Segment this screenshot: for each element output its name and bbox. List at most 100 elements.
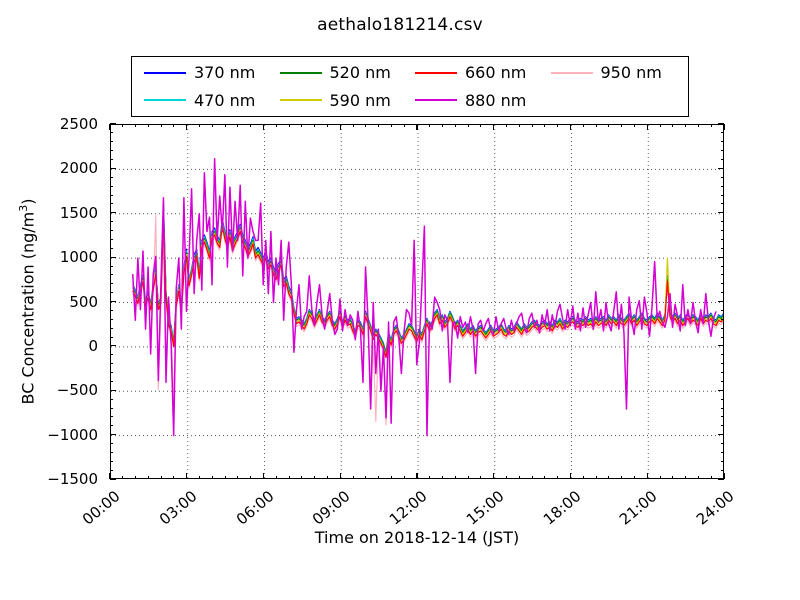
series-line-950-nm (132, 214, 723, 426)
x-minor-tick-mark (326, 476, 328, 479)
y-tick-mark (718, 212, 724, 214)
x-tick-mark (262, 124, 265, 130)
chart-title: aethalo181214.csv (317, 15, 483, 35)
y-minor-tick-mark (721, 150, 724, 152)
x-minor-tick-mark (160, 476, 162, 479)
y-minor-tick-mark (110, 425, 113, 427)
y-minor-tick-mark (721, 203, 724, 205)
x-minor-tick-mark (147, 476, 149, 479)
x-minor-tick-mark (454, 476, 456, 479)
legend-line-swatch-icon (279, 71, 322, 74)
y-minor-tick-mark (721, 238, 724, 240)
x-minor-tick-mark (122, 124, 124, 127)
y-minor-tick-mark (110, 336, 113, 338)
legend-line-swatch-icon (144, 99, 186, 102)
y-minor-tick-mark (721, 469, 724, 471)
x-minor-tick-mark (672, 476, 674, 479)
x-minor-tick-mark (211, 476, 213, 479)
y-minor-tick-mark (721, 336, 724, 338)
x-minor-tick-mark (531, 476, 533, 479)
y-minor-tick-mark (110, 416, 113, 418)
y-minor-tick-mark (110, 159, 113, 160)
x-tick-mark (339, 124, 341, 130)
y-minor-tick-mark (110, 141, 113, 143)
legend-line-swatch-icon (279, 99, 322, 102)
y-minor-tick-mark (110, 372, 113, 373)
y-tick-mark (718, 167, 724, 169)
legend-item-590-nm[interactable]: 590 nm (276, 91, 412, 110)
x-minor-tick-mark (531, 124, 533, 127)
x-tick-mark (186, 124, 188, 130)
x-tick-mark (339, 473, 341, 479)
y-minor-tick-mark (110, 354, 113, 356)
y-minor-tick-mark (110, 194, 113, 196)
x-minor-tick-mark (390, 476, 392, 479)
legend-line-swatch-icon (415, 71, 457, 74)
x-minor-tick-mark (173, 476, 175, 479)
x-minor-tick-mark (365, 476, 367, 479)
y-minor-tick-mark (110, 203, 113, 205)
y-tick-mark (718, 123, 724, 125)
gridlines (111, 125, 723, 478)
legend-item-520-nm[interactable]: 520 nm (276, 63, 412, 82)
x-tick-mark (186, 473, 188, 479)
series-line-660-nm (132, 214, 723, 359)
x-minor-tick-mark (378, 476, 380, 479)
y-minor-tick-mark (721, 221, 724, 223)
x-tick-mark (262, 473, 265, 479)
y-minor-tick-mark (110, 292, 113, 294)
x-minor-tick-mark (467, 124, 469, 127)
y-tick-label: 2500 (59, 115, 98, 133)
x-minor-tick-mark (237, 124, 239, 127)
legend-item-370-nm[interactable]: 370 nm (140, 63, 276, 82)
series-svg (111, 125, 723, 478)
legend-item-880-nm[interactable]: 880 nm (411, 91, 547, 110)
x-minor-tick-mark (199, 476, 201, 479)
y-minor-tick-mark (721, 159, 724, 160)
x-minor-tick-mark (685, 476, 687, 479)
y-minor-tick-mark (721, 292, 724, 294)
x-minor-tick-mark (403, 124, 405, 127)
y-tick-mark (110, 389, 116, 391)
x-minor-tick-mark (557, 476, 559, 479)
x-minor-tick-mark (544, 476, 546, 479)
x-minor-tick-mark (365, 124, 367, 127)
legend-item-660-nm[interactable]: 660 nm (411, 63, 547, 82)
x-minor-tick-mark (518, 124, 520, 127)
y-tick-label: 0 (88, 336, 98, 355)
legend-item-470-nm[interactable]: 470 nm (140, 91, 276, 110)
x-minor-tick-mark (659, 124, 661, 127)
x-minor-tick-mark (390, 124, 392, 127)
x-minor-tick-mark (429, 476, 431, 479)
x-minor-tick-mark (608, 476, 610, 479)
x-minor-tick-mark (314, 476, 316, 479)
x-minor-tick-mark (480, 124, 482, 127)
x-tick-mark (109, 473, 111, 479)
y-minor-tick-mark (721, 416, 724, 418)
x-minor-tick-mark (275, 476, 277, 479)
y-tick-label: 1000 (59, 248, 98, 267)
y-minor-tick-mark (721, 132, 724, 134)
legend: 370 nm 520 nm 660 nm 950 nm 470 nm 590 nm 880 … (131, 56, 689, 117)
x-minor-tick-mark (403, 476, 405, 479)
x-tick-mark (723, 124, 725, 130)
x-minor-tick-mark (173, 124, 175, 127)
legend-item-950-nm[interactable]: 950 nm (547, 63, 683, 82)
y-minor-tick-mark (721, 451, 724, 453)
x-minor-tick-mark (557, 124, 559, 127)
y-tick-mark (110, 256, 116, 258)
x-minor-tick-mark (237, 476, 239, 479)
y-tick-label: −1500 (47, 470, 98, 488)
legend-item-label: 880 nm (465, 90, 527, 110)
y-minor-tick-mark (721, 318, 724, 320)
y-minor-tick-mark (110, 327, 113, 329)
y-minor-tick-mark (721, 425, 724, 427)
x-minor-tick-mark (672, 124, 674, 127)
x-tick-mark (416, 473, 418, 479)
x-minor-tick-mark (454, 124, 456, 127)
y-tick-mark (718, 345, 724, 347)
y-minor-tick-mark (721, 380, 724, 382)
y-minor-tick-mark (721, 265, 724, 267)
legend-line-swatch-icon (144, 71, 186, 74)
legend-item-label: 950 nm (600, 63, 662, 83)
